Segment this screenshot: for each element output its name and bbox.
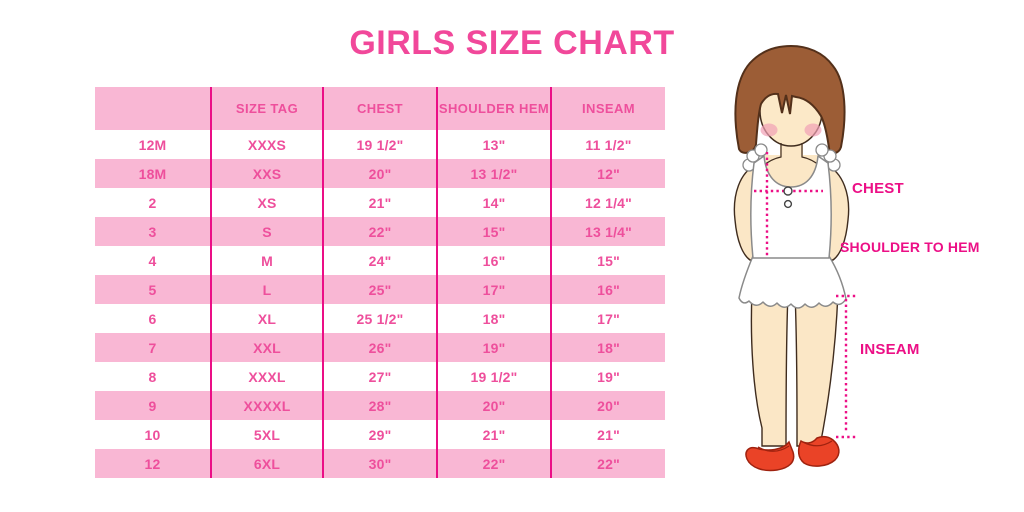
table-cell: 13 1/4" — [550, 217, 665, 246]
col-header-inseam: INSEAM — [550, 87, 665, 130]
left-shoe-strap — [757, 445, 790, 452]
table-row: 2 XS 21" 14" 12 1/4" — [95, 188, 665, 217]
right-leg — [794, 291, 839, 447]
button-bottom — [783, 199, 793, 209]
table-cell: XXXL — [210, 362, 323, 391]
col-header-size-tag: SIZE TAG — [210, 87, 323, 130]
bodice — [750, 155, 832, 259]
table-cell: 9 — [95, 391, 211, 420]
left-leg — [750, 291, 789, 447]
table-cell: 19 1/2" — [436, 362, 551, 391]
table-cell: 10 — [144, 426, 161, 443]
table-cell: 2 — [148, 194, 157, 211]
table-cell: 7 — [95, 333, 211, 362]
table-cell: 17" — [550, 304, 665, 333]
table-cell: 30" — [322, 449, 437, 478]
right-blush — [804, 123, 822, 137]
table-cell: 19" — [436, 333, 551, 362]
table-cell: 6 — [148, 310, 157, 327]
table-cell: 21" — [322, 188, 437, 217]
table-cell: 5XL — [210, 420, 323, 449]
table-cell: 21" — [436, 420, 551, 449]
left-blush — [760, 123, 778, 137]
table-cell: 25" — [322, 275, 437, 304]
table-cell: 6XL — [210, 449, 323, 478]
table-cell: 13 1/2" — [436, 159, 551, 188]
table-cell: 15" — [550, 246, 665, 275]
table-cell: 19 1/2" — [322, 130, 437, 159]
table-row: 5 L 25" 17" 16" — [95, 275, 665, 304]
table-cell: 18M — [95, 159, 211, 188]
hair — [734, 44, 846, 155]
chest-skin — [765, 155, 818, 187]
button-top — [783, 186, 793, 196]
table-cell: 13" — [436, 130, 551, 159]
table-cell: 20" — [550, 391, 665, 420]
girl-illustration — [733, 44, 856, 472]
table-row: 18M XXS 20" 13 1/2" 12" — [95, 159, 665, 188]
table-cell: M — [210, 246, 323, 275]
table-cell: XXL — [210, 333, 323, 362]
table-cell: 20" — [436, 391, 551, 420]
table-row: 9 XXXXL 28" 20" 20" — [95, 391, 665, 420]
table-cell: 17" — [436, 275, 551, 304]
table-cell: 8 — [148, 368, 157, 385]
col-header-chest: CHEST — [322, 87, 437, 130]
table-cell: 14" — [436, 188, 551, 217]
table-row: 8 XXXL 27" 19 1/2" 19" — [95, 362, 665, 391]
table-cell: 12" — [550, 159, 665, 188]
table-cell: XXXS — [210, 130, 323, 159]
table-cell: 4 — [148, 252, 157, 269]
table-cell: 22" — [322, 217, 437, 246]
table-cell: 12 1/4" — [550, 188, 665, 217]
table-cell: 12 — [95, 449, 211, 478]
table-cell: 12M — [138, 136, 167, 153]
inseam-label: INSEAM — [860, 341, 920, 358]
table-header: SIZE TAG CHEST SHOULDER HEM INSEAM — [95, 87, 665, 130]
table-cell: 16" — [550, 275, 665, 304]
table-cell: XS — [210, 188, 323, 217]
right-shoe-strap — [802, 440, 833, 447]
table-cell: 18" — [436, 304, 551, 333]
table-cell: 18" — [550, 333, 665, 362]
table-cell: S — [210, 217, 323, 246]
table-cell: 19" — [550, 362, 665, 391]
table-cell: 11 1/2" — [550, 130, 665, 159]
table-row: 10 5XL 29" 21" 21" — [95, 420, 665, 449]
table-cell: 26" — [322, 333, 437, 362]
table-cell: 25 1/2" — [322, 304, 437, 333]
size-table: SIZE TAG CHEST SHOULDER HEM INSEAM 12M XXXS 1… — [95, 87, 665, 478]
table-cell: 29" — [322, 420, 437, 449]
table-cell: 22" — [550, 449, 665, 478]
table-cell: 28" — [322, 391, 437, 420]
table-cell: XL — [210, 304, 323, 333]
chest-label: CHEST — [852, 180, 904, 197]
col-header-shoulder-hem: SHOULDER HEM — [436, 87, 551, 130]
shoulder-to-hem-label: SHOULDER TO HEM — [840, 239, 980, 255]
shoulder-ruffles — [742, 143, 841, 172]
table-cell: 22" — [436, 449, 551, 478]
table-cell: 16" — [436, 246, 551, 275]
table-cell: 3 — [95, 217, 211, 246]
table-cell: 24" — [322, 246, 437, 275]
table-row: 12 6XL 30" 22" 22" — [95, 449, 665, 478]
table-row: 12M XXXS 19 1/2" 13" 11 1/2" — [95, 130, 665, 159]
table-cell: 27" — [322, 362, 437, 391]
table-cell: XXS — [210, 159, 323, 188]
table-row: 3 S 22" 15" 13 1/4" — [95, 217, 665, 246]
col-header-size — [95, 87, 211, 130]
table-cell: 5 — [95, 275, 211, 304]
table-row: 6 XL 25 1/2" 18" 17" — [95, 304, 665, 333]
skirt — [738, 255, 847, 309]
table-cell: XXXXL — [210, 391, 323, 420]
table-row: 4 M 24" 16" 15" — [95, 246, 665, 275]
table-cell: 15" — [436, 217, 551, 246]
table-cell: 21" — [550, 420, 665, 449]
table-cell: 20" — [322, 159, 437, 188]
page-title: GIRLS SIZE CHART — [349, 24, 675, 62]
table-cell: L — [210, 275, 323, 304]
table-row: 7 XXL 26" 19" 18" — [95, 333, 665, 362]
